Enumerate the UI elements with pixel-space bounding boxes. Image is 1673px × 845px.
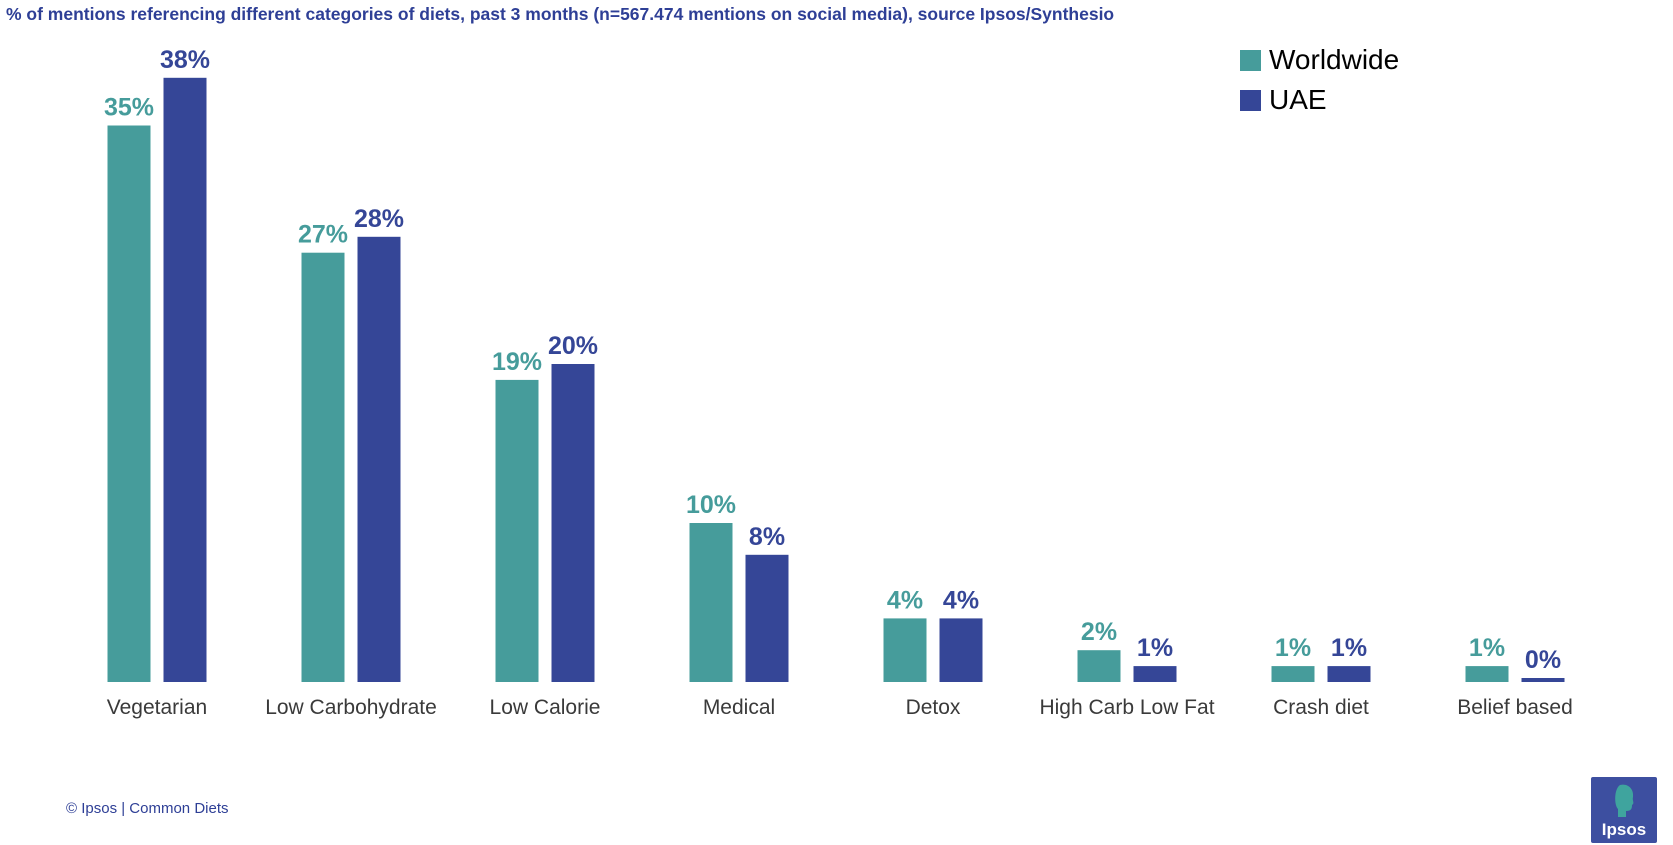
data-label-worldwide-low-carbohydrate: 27% <box>298 221 348 249</box>
head-silhouette-icon <box>1615 784 1634 817</box>
data-label-uae-low-calorie: 20% <box>548 332 598 360</box>
legend-swatch-worldwide <box>1240 49 1261 71</box>
bar-uae-low-carbohydrate <box>357 236 401 683</box>
data-label-uae-low-carbohydrate: 28% <box>354 205 404 233</box>
x-tick-label-low-calorie: Low Calorie <box>490 696 601 719</box>
footer-copyright: © Ipsos | Common Diets <box>66 800 229 817</box>
data-label-worldwide-low-calorie: 19% <box>492 348 542 376</box>
bar-uae-vegetarian <box>163 77 207 683</box>
data-label-worldwide-high-carb-low-fat: 2% <box>1081 618 1117 646</box>
x-tick-label-detox: Detox <box>906 696 961 719</box>
bar-uae-low-calorie <box>551 364 595 682</box>
data-label-worldwide-detox: 4% <box>887 586 923 614</box>
ipsos-logo: Ipsos <box>1591 777 1657 843</box>
data-label-worldwide-crash-diet: 1% <box>1275 634 1311 662</box>
x-tick-label-high-carb-low-fat: High Carb Low Fat <box>1039 696 1214 719</box>
bar-worldwide-low-calorie <box>495 379 539 682</box>
legend-label-worldwide: Worldwide <box>1269 44 1400 75</box>
data-label-uae-detox: 4% <box>943 586 979 614</box>
x-tick-label-low-carbohydrate: Low Carbohydrate <box>265 696 437 719</box>
data-label-worldwide-vegetarian: 35% <box>104 94 154 122</box>
data-label-worldwide-medical: 10% <box>686 491 736 519</box>
bar-worldwide-medical <box>689 523 733 682</box>
x-tick-label-vegetarian: Vegetarian <box>107 696 207 719</box>
x-tick-label-crash-diet: Crash diet <box>1273 696 1369 719</box>
bar-chart: 35%38% Vegetarian 27%28% Low Carbohydrate 19… <box>104 46 1573 719</box>
data-label-uae-crash-diet: 1% <box>1331 634 1367 662</box>
data-label-uae-medical: 8% <box>749 523 785 551</box>
bar-worldwide-detox <box>883 618 927 682</box>
data-label-uae-belief-based: 0% <box>1525 646 1561 674</box>
legend-label-uae: UAE <box>1269 84 1327 115</box>
legend-swatch-uae <box>1240 89 1261 111</box>
bar-uae-belief-based <box>1521 678 1565 682</box>
bar-worldwide-low-carbohydrate <box>301 252 345 682</box>
bar-worldwide-crash-diet <box>1271 666 1315 682</box>
logo-text: Ipsos <box>1601 820 1647 839</box>
data-label-uae-vegetarian: 38% <box>160 46 210 74</box>
chart-legend: Worldwide UAE <box>1240 40 1399 120</box>
legend-item-uae: UAE <box>1240 80 1399 120</box>
data-label-worldwide-belief-based: 1% <box>1469 634 1505 662</box>
x-tick-label-belief-based: Belief based <box>1457 696 1573 719</box>
legend-item-worldwide: Worldwide <box>1240 40 1399 80</box>
data-label-uae-high-carb-low-fat: 1% <box>1137 634 1173 662</box>
bar-uae-high-carb-low-fat <box>1133 666 1177 682</box>
bar-uae-detox <box>939 618 983 682</box>
bar-worldwide-high-carb-low-fat <box>1077 650 1121 682</box>
x-tick-label-medical: Medical <box>703 696 775 719</box>
chart-title: % of mentions referencing different cate… <box>6 4 1115 24</box>
bar-worldwide-vegetarian <box>107 125 151 682</box>
bar-worldwide-belief-based <box>1465 666 1509 682</box>
bar-uae-medical <box>745 554 789 682</box>
bar-uae-crash-diet <box>1327 666 1371 682</box>
